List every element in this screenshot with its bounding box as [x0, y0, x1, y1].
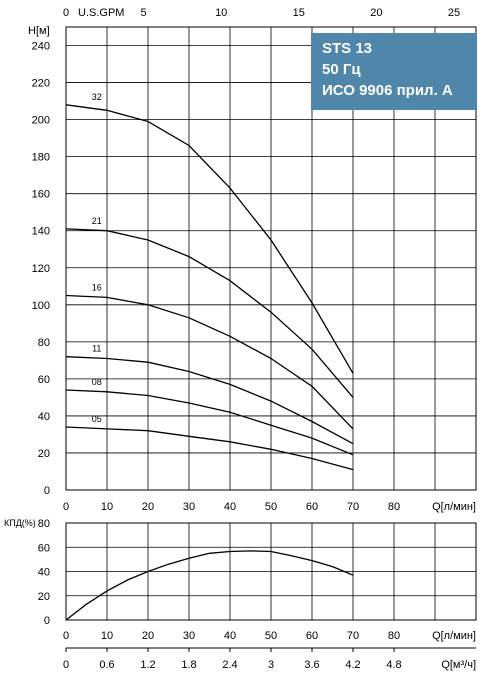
title-line-3: ИСО 9906 прил. А	[322, 82, 453, 99]
efficiency-x-tick-label: 70	[347, 630, 359, 642]
head-curve-label-11: 11	[92, 344, 101, 354]
efficiency-y-tick-label: 0	[44, 615, 50, 627]
efficiency-x-tick-label: 20	[142, 630, 154, 642]
efficiency-x-tick-label: 50	[265, 630, 277, 642]
head-y-tick-label: 20	[38, 448, 50, 460]
head-y-tick-label: 180	[32, 152, 50, 164]
m3h-tick-label: 4.8	[386, 659, 401, 671]
title-line-2: 50 Гц	[322, 61, 361, 78]
head-x-tick-label: 10	[101, 501, 113, 513]
head-curve-label-21: 21	[92, 216, 102, 226]
head-curve-16	[65, 294, 354, 430]
gpm-tick-label: 15	[293, 7, 305, 19]
head-curve-label-05: 05	[92, 414, 102, 424]
head-y-tick-label: 100	[32, 300, 50, 312]
efficiency-x-tick-label: 0	[63, 630, 69, 642]
head-curve-11	[65, 356, 354, 445]
efficiency-y-axis-label: КПД(%)	[4, 518, 36, 528]
head-y-tick-label: 140	[32, 226, 50, 238]
m3h-tick-label: 3.6	[304, 659, 319, 671]
efficiency-x-tick-label: 60	[306, 630, 318, 642]
m3h-tick-label: 2.4	[222, 659, 237, 671]
m3h-axis-label: Q[м³/ч]	[441, 659, 476, 671]
head-y-tick-label: 200	[32, 115, 50, 127]
head-curve-label-32: 32	[92, 92, 102, 102]
gpm-tick-label: 25	[448, 7, 460, 19]
m3h-tick-label: 1.8	[181, 659, 196, 671]
gpm-tick-label: 0	[63, 7, 69, 19]
m3h-tick-label: 1.2	[140, 659, 155, 671]
efficiency-y-tick-label: 20	[38, 591, 50, 603]
head-chart-group: 0 20 40 60 80 100 120 140 160 180 200 220 240 0 10 20 30…	[28, 25, 477, 513]
gpm-axis-label: U.S.GPM	[78, 7, 124, 19]
head-x-tick-label: 70	[347, 501, 359, 513]
m3h-tick-label: 4.2	[345, 659, 360, 671]
head-x-tick-label: 30	[183, 501, 195, 513]
head-curve-21	[65, 228, 354, 398]
head-curve-05	[65, 426, 354, 471]
head-x-tick-label: 40	[224, 501, 236, 513]
efficiency-y-tick-label: 60	[38, 542, 50, 554]
head-x-tick-label: 20	[142, 501, 154, 513]
head-y-tick-label: 120	[32, 263, 50, 275]
efficiency-x-tick-label: 40	[224, 630, 236, 642]
head-x-tick-label: 80	[388, 501, 400, 513]
m3h-axis-group: 0 0.6 1.2 1.8 2.4 3 3.6 4.2 4.8 Q[м³/ч]	[63, 647, 476, 671]
head-y-tick-label: 220	[32, 78, 50, 90]
m3h-tick-label: 0.6	[99, 659, 114, 671]
efficiency-x-tick-label: 80	[388, 630, 400, 642]
efficiency-curve	[65, 550, 354, 621]
efficiency-y-tick-label: 80	[38, 518, 50, 530]
top-axis-group: 0 5 10 15 20 25 U.S.GPM	[63, 7, 460, 19]
head-x-axis-label: Q[л/мин]	[432, 501, 476, 513]
head-y-tick-label: 160	[32, 189, 50, 201]
gpm-tick-label: 20	[370, 7, 382, 19]
title-line-1: STS 13	[322, 40, 373, 57]
head-y-tick-label: 240	[32, 41, 50, 53]
head-x-tick-label: 60	[306, 501, 318, 513]
head-curve-label-16: 16	[92, 283, 102, 293]
head-curve-08	[65, 389, 354, 456]
gpm-tick-label: 5	[141, 7, 147, 19]
efficiency-x-tick-label: 30	[183, 630, 195, 642]
gpm-tick-label: 10	[215, 7, 227, 19]
head-curve-label-08: 08	[92, 377, 102, 387]
head-y-tick-label: 60	[38, 374, 50, 386]
chart-title-box: STS 13 50 Гц ИСО 9906 прил. А	[311, 33, 477, 110]
efficiency-y-tick-label: 40	[38, 567, 50, 579]
m3h-tick-label: 3	[268, 659, 274, 671]
efficiency-x-tick-label: 10	[101, 630, 113, 642]
head-y-tick-label: 80	[38, 337, 50, 349]
efficiency-x-axis-label: Q[л/мин]	[432, 630, 476, 642]
head-y-tick-label: 0	[44, 485, 50, 497]
head-x-tick-label: 50	[265, 501, 277, 513]
head-y-tick-label: 40	[38, 411, 50, 423]
head-x-tick-label: 0	[63, 501, 69, 513]
head-y-axis-label: H[м]	[28, 25, 50, 37]
m3h-tick-label: 0	[63, 659, 69, 671]
efficiency-chart-group: 0 20 40 60 80 0 10 20 30 40 50 60 70 80 Q[л/мин] КПД(%)	[4, 518, 477, 642]
head-curve-32	[65, 104, 354, 374]
